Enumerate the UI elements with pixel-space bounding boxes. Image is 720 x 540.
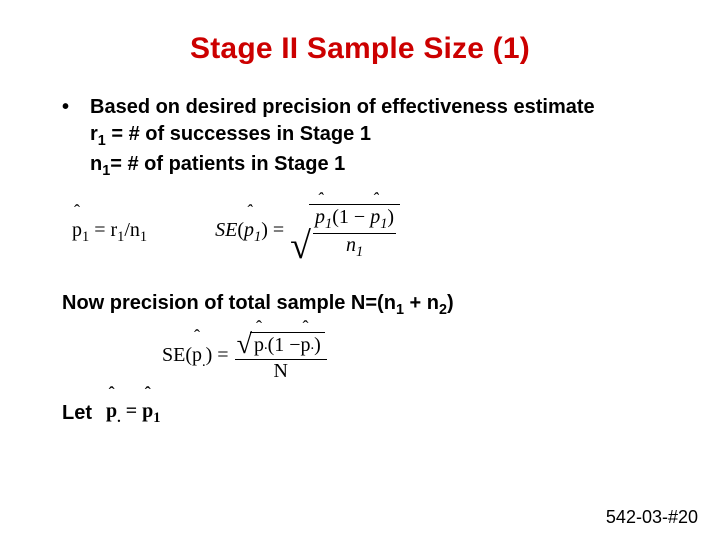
se-pdot-formula: SE(ˆp.) = √ ˆp.(1 − ˆp.) N bbox=[162, 332, 327, 382]
let-line: Let ˆp. = ˆp1 bbox=[62, 400, 678, 427]
bullet-line-1: Based on desired precision of effectiven… bbox=[90, 94, 678, 121]
slide-footer: 542-03-#20 bbox=[606, 507, 698, 528]
slide-title: Stage II Sample Size (1) bbox=[42, 32, 678, 66]
bullet-block: • Based on desired precision of effectiv… bbox=[62, 94, 678, 182]
bullet-line-n: n1= # of patients in Stage 1 bbox=[90, 151, 678, 181]
bullet-line-r: r1 = # of successes in Stage 1 bbox=[90, 121, 678, 151]
bullet-mark: • bbox=[62, 94, 90, 182]
phat-equals-r-over-n: ˆp1 = r1/n1 bbox=[72, 219, 147, 246]
se-p1-formula: SE(ˆp1) = √ ˆp1(1 − ˆp1) n1 bbox=[215, 204, 400, 260]
now-precision-line: Now precision of total sample N=(n1 + n2… bbox=[62, 292, 678, 318]
let-formula: ˆp. = ˆp1 bbox=[106, 400, 160, 427]
formula-row-1: ˆp1 = r1/n1 SE(ˆp1) = √ ˆp1(1 − ˆp1) n1 bbox=[72, 204, 678, 260]
let-label: Let bbox=[62, 402, 92, 425]
formula-row-2: SE(ˆp.) = √ ˆp.(1 − ˆp.) N bbox=[162, 332, 678, 382]
